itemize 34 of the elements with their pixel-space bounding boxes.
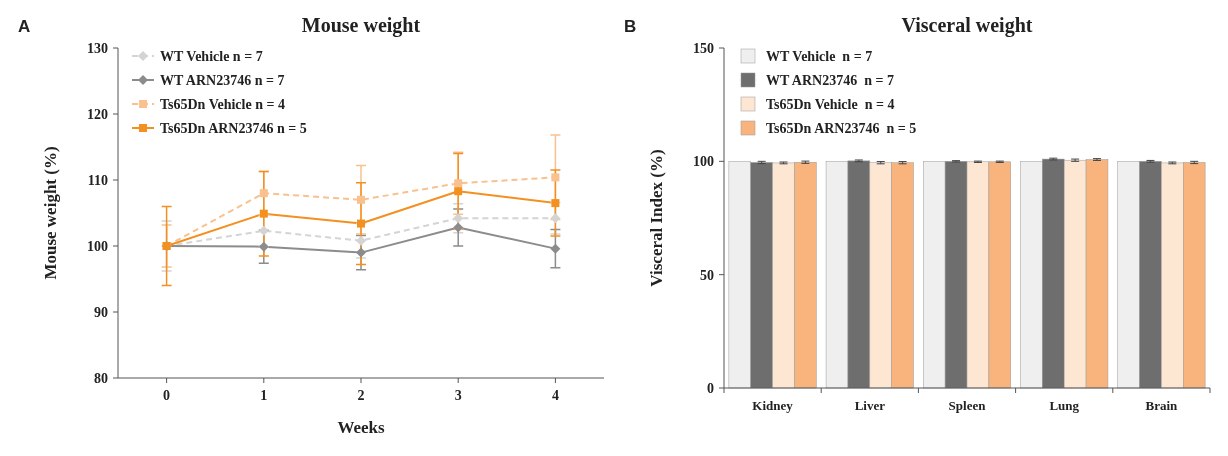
text: B <box>624 17 637 36</box>
x-tick-label: 1 <box>260 388 268 403</box>
y-tick-label: 100 <box>87 238 108 254</box>
text: A <box>18 17 31 36</box>
x-tick-label: 0 <box>163 388 171 403</box>
legend-label: Ts65Dn ARN23746 n = 5 <box>160 120 307 136</box>
y-axis-title: Mouse weight (%) <box>41 146 60 280</box>
x-tick-label: 2 <box>357 388 365 403</box>
y-tick-label: 120 <box>87 106 108 122</box>
x-tick-label: Liver <box>854 398 886 413</box>
legend-label: WT Vehicle n = 7 <box>766 48 873 64</box>
legend-label: WT ARN23746 n = 7 <box>160 72 285 88</box>
x-tick-label: Brain <box>1145 398 1179 413</box>
x-axis-title: Weeks <box>337 418 385 437</box>
x-tick-label: Spleen <box>948 398 987 413</box>
x-tick-label: Kidney <box>752 398 794 413</box>
legend-label: Ts65Dn Vehicle n = 4 <box>160 96 285 112</box>
x-tick-label: 4 <box>551 388 559 403</box>
y-tick-label: 150 <box>693 40 714 56</box>
y-tick-label: 90 <box>94 304 108 320</box>
chart-title: Mouse weight <box>301 14 421 37</box>
chart-title: Visceral weight <box>901 14 1033 37</box>
legend-label: Ts65Dn ARN23746 n = 5 <box>766 120 917 136</box>
x-tick-label: Lung <box>1049 398 1080 413</box>
x-tick-label: 3 <box>454 388 462 403</box>
y-tick-label: 110 <box>87 172 108 188</box>
legend-label: WT ARN23746 n = 7 <box>766 72 894 88</box>
legend-label: WT Vehicle n = 7 <box>160 48 263 64</box>
legend-label: Ts65Dn Vehicle n = 4 <box>766 96 895 112</box>
y-axis-title: Visceral Index (%) <box>647 149 666 287</box>
y-tick-label: 80 <box>94 370 108 386</box>
y-tick-label: 130 <box>87 40 108 56</box>
y-tick-label: 100 <box>693 154 714 170</box>
y-tick-label: 50 <box>700 267 714 283</box>
